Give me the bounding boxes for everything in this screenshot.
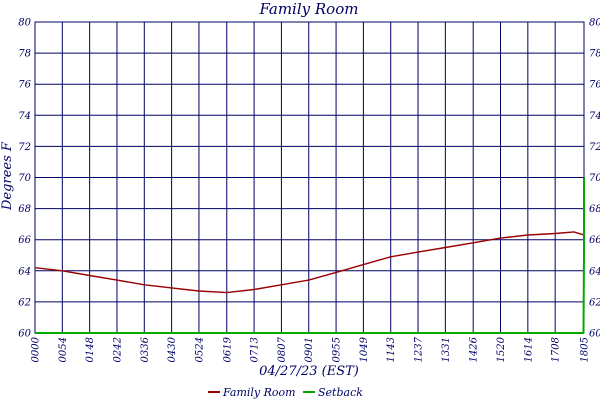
- legend-label-family-room: Family Room: [222, 386, 296, 399]
- y-tick-label-right: 74: [589, 111, 600, 122]
- series-line-family-room: [34, 231, 585, 294]
- x-tick-label: 1520: [496, 336, 507, 362]
- chart-title: Family Room: [259, 0, 359, 18]
- x-tick-label: 1049: [359, 336, 370, 362]
- y-axis-label: Degrees F: [0, 141, 15, 211]
- x-tick-label: 0054: [58, 337, 69, 362]
- x-tick-label: 0713: [250, 337, 261, 362]
- y-tick-label: 62: [18, 297, 31, 308]
- x-tick-labels: 0000 0054 0148 0242 0336 0430 0524 0619 0713 0807…: [31, 336, 591, 362]
- x-tick-label: 1426: [469, 336, 480, 362]
- x-tick-label: 1331: [441, 337, 452, 362]
- y-tick-label-right: 66: [589, 235, 600, 246]
- x-tick-label: 0901: [304, 337, 315, 362]
- series-line-setback: [35, 177, 585, 334]
- x-tick-label: 1708: [551, 337, 562, 362]
- x-tick-label: 1143: [386, 337, 397, 362]
- y-tick-label-right: 60: [589, 329, 600, 340]
- x-tick-label: 0619: [222, 336, 233, 362]
- y-tick-label-right: 68: [589, 204, 600, 215]
- x-axis-label: 04/27/23 (EST): [259, 364, 359, 379]
- y-tick-label-right: 72: [589, 142, 600, 153]
- x-tick-label: 0807: [277, 336, 288, 362]
- series-layer: [34, 177, 585, 334]
- y-tick-label: 60: [18, 329, 31, 340]
- y-tick-label: 70: [18, 173, 31, 184]
- x-tick-label: 0000: [31, 336, 42, 362]
- x-tick-label: 1614: [523, 337, 534, 362]
- y-tick-label-right: 62: [589, 297, 600, 308]
- y-tick-label-right: 80: [589, 18, 600, 29]
- y-tick-label: 78: [18, 49, 31, 60]
- x-tick-label: 0148: [85, 337, 96, 362]
- x-tick-label: 0242: [112, 337, 123, 362]
- y-tick-label: 68: [18, 204, 31, 215]
- y-tick-label: 64: [18, 266, 31, 277]
- y-tick-label-right: 76: [589, 80, 600, 91]
- y-tick-label-right: 70: [589, 173, 600, 184]
- x-tick-label: 0430: [167, 336, 178, 362]
- legend: Family Room Setback: [208, 386, 363, 399]
- y-tick-label-right: 64: [589, 266, 600, 277]
- y-tick-label: 74: [18, 111, 31, 122]
- y-tick-labels-right: 60 62 64 66 68 70 72 74 76 78 80: [589, 18, 600, 340]
- legend-label-setback: Setback: [318, 386, 363, 399]
- x-tick-label: 0524: [194, 337, 205, 362]
- y-tick-label: 66: [18, 235, 31, 246]
- y-tick-label: 80: [18, 18, 31, 29]
- x-tick-label: 0955: [332, 337, 343, 362]
- x-tick-label: 0336: [140, 336, 151, 362]
- x-tick-label: 1237: [414, 336, 425, 362]
- y-tick-label: 76: [18, 80, 31, 91]
- y-tick-labels-left: 60 62 64 66 68 70 72 74 76 78 80: [18, 18, 31, 340]
- y-tick-label-right: 78: [589, 49, 600, 60]
- y-tick-label: 72: [18, 142, 31, 153]
- x-tick-label: 1805: [580, 337, 591, 362]
